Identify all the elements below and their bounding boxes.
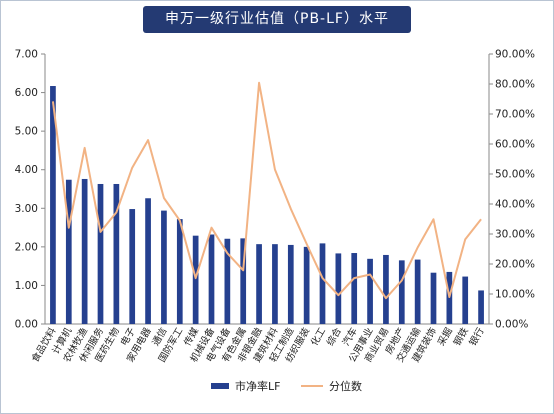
bar bbox=[208, 234, 215, 324]
legend-line-label: 分位数 bbox=[329, 379, 362, 393]
legend-bar-swatch bbox=[211, 383, 229, 389]
bar bbox=[414, 259, 421, 324]
bar bbox=[462, 276, 469, 324]
bar bbox=[319, 243, 326, 324]
bar bbox=[398, 260, 405, 324]
chart-title: 申万一级行业估值（PB-LF）水平 bbox=[143, 6, 411, 33]
y-left-tick-label: 3.00 bbox=[15, 203, 38, 215]
y-left-tick-label: 2.00 bbox=[15, 241, 38, 253]
y-left-tick-label: 4.00 bbox=[15, 164, 38, 176]
bar bbox=[192, 235, 199, 324]
bar bbox=[145, 198, 151, 324]
bar bbox=[161, 210, 167, 324]
bar bbox=[129, 209, 136, 324]
y-right-tick-label: 60.00% bbox=[495, 139, 535, 151]
y-right-tick-label: 0.00% bbox=[495, 319, 528, 331]
y-right-tick-label: 50.00% bbox=[495, 169, 535, 181]
y-right-tick-label: 30.00% bbox=[495, 229, 535, 241]
y-right-tick-label: 20.00% bbox=[495, 259, 535, 271]
x-tick-label: 采掘 bbox=[435, 326, 455, 348]
y-left-tick-label: 0.00 bbox=[15, 319, 38, 331]
x-tick-label: 化工 bbox=[308, 325, 328, 348]
bar bbox=[240, 238, 247, 324]
legend-bar-label: 市净率LF bbox=[235, 379, 280, 393]
bar bbox=[113, 183, 120, 324]
bar bbox=[65, 179, 72, 324]
bar bbox=[176, 219, 183, 324]
bar bbox=[478, 290, 484, 324]
x-tick-label: 综合 bbox=[324, 325, 344, 348]
bar bbox=[50, 86, 56, 324]
bar bbox=[287, 244, 294, 324]
y-right-tick-label: 80.00% bbox=[495, 79, 535, 91]
bar bbox=[256, 244, 262, 324]
y-left-tick-label: 7.00 bbox=[15, 49, 38, 61]
bar bbox=[272, 244, 278, 324]
y-left-tick-label: 5.00 bbox=[15, 126, 38, 138]
bar bbox=[367, 258, 373, 324]
bar bbox=[335, 253, 342, 324]
bar bbox=[224, 238, 231, 324]
percentile-line bbox=[51, 81, 482, 300]
x-tick-label: 银行 bbox=[467, 325, 487, 348]
bar bbox=[351, 253, 358, 324]
bar bbox=[383, 254, 389, 324]
y-left-tick-label: 1.00 bbox=[15, 280, 38, 292]
bar bbox=[430, 272, 437, 324]
y-right-tick-label: 70.00% bbox=[495, 109, 535, 121]
bar bbox=[303, 246, 310, 324]
x-tick-label: 钢铁 bbox=[451, 325, 471, 348]
bar bbox=[81, 178, 88, 324]
y-left-tick-label: 6.00 bbox=[15, 87, 38, 99]
y-right-tick-label: 10.00% bbox=[495, 289, 535, 301]
bar bbox=[97, 183, 104, 324]
y-right-tick-label: 90.00% bbox=[495, 49, 535, 61]
y-right-tick-label: 40.00% bbox=[495, 199, 535, 211]
